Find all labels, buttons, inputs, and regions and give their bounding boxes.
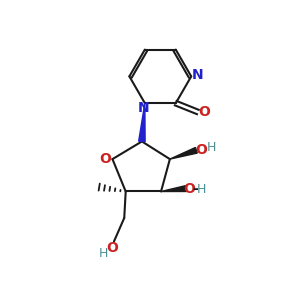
- Polygon shape: [161, 186, 186, 191]
- Text: O: O: [99, 152, 111, 166]
- Text: H: H: [207, 141, 216, 154]
- Text: H: H: [99, 248, 108, 260]
- Polygon shape: [139, 103, 145, 142]
- Text: H: H: [197, 183, 206, 196]
- Text: O: O: [184, 182, 196, 196]
- Text: O: O: [106, 241, 119, 255]
- Text: N: N: [192, 68, 203, 82]
- Polygon shape: [170, 148, 197, 159]
- Text: O: O: [196, 143, 208, 157]
- Text: -: -: [192, 182, 198, 196]
- Text: N: N: [138, 100, 149, 115]
- Text: O: O: [198, 105, 210, 119]
